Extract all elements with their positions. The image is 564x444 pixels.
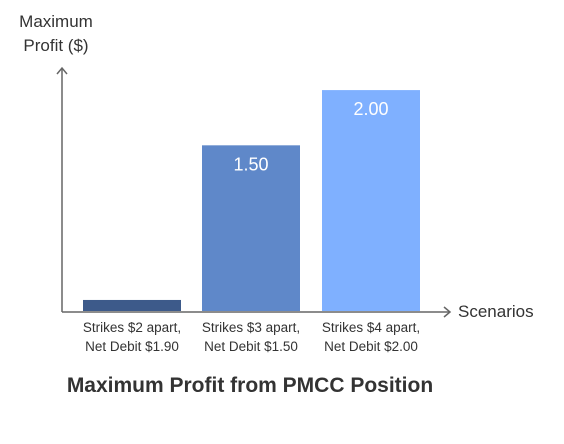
x-tick-label-line: Net Debit $1.90: [85, 339, 179, 354]
x-tick-label-line: Strikes $4 apart,: [322, 320, 420, 335]
chart-axes: [56, 66, 452, 318]
chart-title: Maximum Profit from PMCC Position: [66, 374, 434, 397]
x-tick-label-line: Net Debit $2.00: [324, 339, 418, 354]
y-axis-label: Maximum Profit ($): [19, 12, 93, 55]
bar-3: [322, 90, 420, 311]
x-tick-label-2: Strikes $3 apart, Net Debit $1.50: [202, 320, 300, 354]
x-tick-label-1: Strikes $2 apart, Net Debit $1.90: [83, 320, 181, 354]
bar-value-label-3: 2.00: [353, 99, 388, 119]
x-tick-label-line: Net Debit $1.50: [204, 339, 298, 354]
y-axis-arrowhead: [56, 66, 68, 75]
bar-1: [83, 299, 181, 311]
bar-value-label-2: 1.50: [233, 154, 268, 174]
bar-2: [202, 145, 300, 311]
x-axis-label: Scenarios: [458, 302, 534, 321]
x-tick-label-line: Strikes $3 apart,: [202, 320, 300, 335]
x-tick-label-line: Strikes $2 apart,: [83, 320, 181, 335]
x-axis-arrowhead: [443, 306, 452, 318]
x-tick-label-3: Strikes $4 apart, Net Debit $2.00: [322, 320, 420, 354]
